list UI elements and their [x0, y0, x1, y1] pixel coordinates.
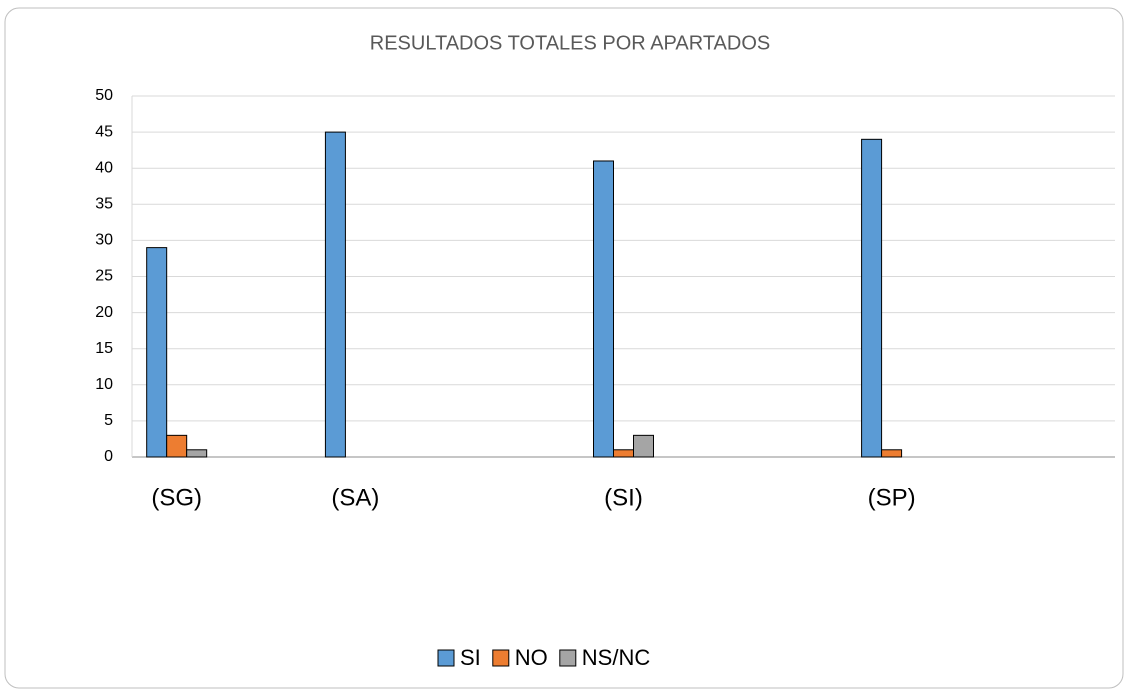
legend-label: NO: [515, 645, 548, 670]
y-tick-label: 35: [95, 196, 113, 213]
y-tick-label: 25: [95, 268, 113, 285]
bar: [146, 247, 168, 458]
y-tick-label: 45: [95, 123, 113, 140]
x-tick-label: (SA): [331, 484, 379, 511]
bar: [166, 434, 188, 458]
x-tick-label: (SI): [604, 484, 643, 511]
legend-swatch: [437, 649, 455, 667]
bar: [881, 449, 903, 458]
chart-title: RESULTADOS TOTALES POR APARTADOS: [370, 32, 770, 54]
chart-frame: [4, 7, 1124, 689]
y-tick-label: 20: [95, 304, 113, 321]
legend-swatch: [492, 649, 510, 667]
bar: [861, 138, 883, 458]
y-tick-label: 40: [95, 159, 113, 176]
y-tick-label: 10: [95, 376, 113, 393]
y-tick-label: 50: [95, 87, 113, 104]
y-tick-label: 15: [95, 340, 113, 357]
y-tick-label: 0: [104, 448, 113, 465]
x-tick-label: (SG): [151, 484, 202, 511]
y-tick-label: 5: [104, 412, 113, 429]
y-tick-label: 30: [95, 232, 113, 249]
bar: [633, 434, 654, 458]
bar: [324, 131, 346, 458]
x-tick-label: (SP): [868, 484, 916, 511]
bar: [593, 160, 614, 458]
bar: [613, 449, 634, 458]
bar: [186, 449, 208, 458]
legend-label: NS/NC: [582, 645, 651, 670]
legend-label: SI: [460, 645, 481, 670]
legend-swatch: [559, 649, 577, 667]
